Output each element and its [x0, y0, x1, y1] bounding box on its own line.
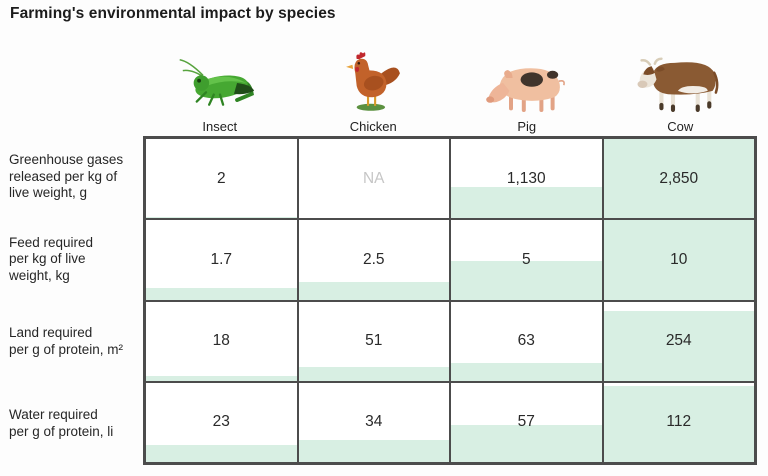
grasshopper-icon: [172, 52, 268, 114]
row-label-feed-required: Feed required per kg of live weight, kg: [0, 218, 143, 300]
impact-table: 2 NA 1,130 2,850 1.7 2.5 5 10 18 51 63 254 23 34 57 112: [143, 136, 757, 465]
cell-value: 63: [517, 332, 535, 350]
cell-value: 1.7: [210, 250, 233, 268]
cell-value: 57: [517, 413, 535, 431]
species-header-pig: Pig: [450, 34, 604, 134]
cow-icon: [626, 48, 734, 114]
species-label: Pig: [517, 119, 537, 134]
species-label: Chicken: [349, 119, 397, 134]
value-cell-feed-required-chicken: 2.5: [297, 219, 450, 301]
value-cell-land-required-insect: 18: [145, 300, 298, 382]
chicken-icon: [334, 48, 412, 114]
row-label-column: Greenhouse gases released per kg of live w…: [0, 136, 143, 465]
cell-value: 23: [212, 413, 230, 431]
value-fill-bar: [451, 261, 602, 300]
value-cell-water-required-cow: 112: [602, 381, 755, 463]
value-fill-bar: [603, 385, 754, 462]
value-fill-bar: [146, 216, 297, 219]
value-fill-bar: [603, 220, 754, 300]
row-label-line: Greenhouse gases: [9, 152, 124, 168]
cell-value: 2: [216, 169, 226, 187]
value-fill-bar: [451, 424, 602, 462]
value-fill-bar: [146, 376, 297, 381]
species-header-row: Insect Chicken Pig Cow: [143, 34, 757, 134]
value-cell-water-required-pig: 57: [450, 381, 603, 463]
row-label-line: Land required: [9, 325, 93, 341]
value-cell-greenhouse-gases-pig: 1,130: [450, 138, 603, 220]
row-label-line: Feed required: [9, 234, 94, 250]
cell-value: 1,130: [506, 169, 546, 187]
species-header-insect: Insect: [143, 34, 297, 134]
row-label-line: weight, kg: [9, 267, 70, 283]
cell-value: 112: [666, 413, 692, 431]
cell-value: 2.5: [362, 250, 385, 268]
row-label-line: Water required: [9, 407, 98, 423]
row-label-line: released per kg of: [9, 168, 118, 184]
species-label: Cow: [667, 119, 694, 134]
value-fill-bar: [146, 287, 297, 300]
value-cell-feed-required-cow: 10: [602, 219, 755, 301]
row-label-line: per g of protein, m²: [9, 341, 124, 357]
value-cell-water-required-insect: 23: [145, 381, 298, 463]
cell-value: 2,850: [659, 169, 699, 187]
value-cell-land-required-pig: 63: [450, 300, 603, 382]
value-cell-land-required-cow: 254: [602, 300, 755, 382]
cell-value: 5: [521, 250, 531, 268]
row-label-line: per g of protein, li: [9, 423, 114, 439]
value-cell-greenhouse-gases-cow: 2,850: [602, 138, 755, 220]
species-header-chicken: Chicken: [297, 34, 451, 134]
value-fill-bar: [451, 186, 602, 219]
value-fill-bar: [146, 444, 297, 462]
page-title: Farming's environmental impact by specie…: [10, 5, 336, 22]
value-fill-bar: [451, 363, 602, 381]
value-fill-bar: [603, 311, 754, 381]
row-label-greenhouse-gases: Greenhouse gases released per kg of live w…: [0, 136, 143, 218]
species-header-cow: Cow: [604, 34, 758, 134]
value-fill-bar: [298, 366, 449, 381]
cell-value: NA: [362, 169, 385, 187]
value-cell-feed-required-insect: 1.7: [145, 219, 298, 301]
row-label-water-required: Water required per g of protein, li: [0, 383, 143, 465]
cell-value: 51: [365, 332, 383, 350]
row-label-land-required: Land required per g of protein, m²: [0, 301, 143, 383]
species-label: Insect: [202, 119, 238, 134]
value-fill-bar: [298, 439, 449, 462]
cell-value: 34: [365, 413, 383, 431]
pig-icon: [475, 54, 579, 114]
value-cell-land-required-chicken: 51: [297, 300, 450, 382]
row-label-line: live weight, g: [9, 185, 88, 201]
value-cell-water-required-chicken: 34: [297, 381, 450, 463]
row-label-line: per kg of live: [9, 251, 86, 267]
cell-value: 10: [670, 250, 688, 268]
value-cell-greenhouse-gases-insect: 2: [145, 138, 298, 220]
value-cell-feed-required-pig: 5: [450, 219, 603, 301]
cell-value: 18: [212, 332, 230, 350]
value-cell-greenhouse-gases-chicken: NA: [297, 138, 450, 220]
cell-value: 254: [665, 332, 692, 350]
value-fill-bar: [603, 139, 754, 219]
value-fill-bar: [298, 282, 449, 300]
